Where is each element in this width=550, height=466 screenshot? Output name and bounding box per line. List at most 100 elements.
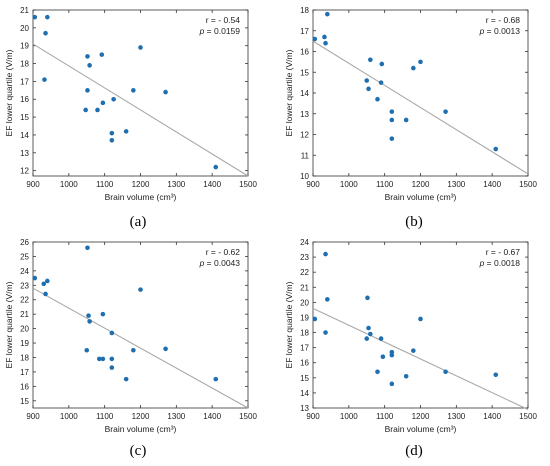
panel-d-x-tick-label: 1100 — [376, 412, 394, 421]
panel-b-x-tick-label: 900 — [306, 180, 320, 189]
panel-b-data-point — [389, 109, 395, 114]
panel-c-x-tick-label: 1300 — [167, 412, 185, 421]
panel-d-data-point — [411, 348, 416, 353]
panel-a-data-point — [100, 100, 106, 106]
panel-c-data-point — [85, 245, 90, 251]
panel-c-data-point — [84, 347, 90, 353]
panel-d-p-annotation: p = 0.0018 — [479, 258, 521, 268]
panel-a-data-point — [87, 63, 92, 68]
panel-d-data-point — [389, 381, 395, 387]
panel-c-data-point — [100, 311, 106, 317]
panel-d-x-tick-label: 1000 — [340, 412, 358, 421]
panel-b-y-tick-label: 17 — [300, 27, 309, 36]
panel-d-data-point — [389, 349, 395, 355]
panel-d-data-point — [403, 374, 409, 379]
panel-a-data-point — [83, 107, 88, 113]
panel-a-y-tick-label: 16 — [20, 95, 29, 104]
panel-b-p-annotation: p = 0.0013 — [479, 26, 521, 36]
panel-c-data-point — [163, 346, 168, 352]
panel-a-x-axis-label: Brain volume (cm³) — [105, 192, 177, 202]
panel-b-x-tick-label: 1400 — [483, 180, 501, 189]
panel-d-y-tick-label: 24 — [300, 238, 309, 247]
panel-d-r-annotation: r = - 0.67 — [486, 247, 521, 257]
panel-d-data-point — [380, 354, 386, 359]
panel-c-x-tick-label: 1400 — [203, 412, 221, 421]
panel-c-data-point — [45, 278, 50, 284]
panel-b-regression-line — [312, 40, 529, 175]
panel-a-p-value: = 0.0159 — [204, 26, 240, 36]
panel-a-data-point — [131, 88, 136, 93]
panel-d-data-point — [378, 336, 384, 341]
panel-d-x-axis-label: Brain volume (cm³) — [385, 424, 457, 434]
panel-a-data-point — [85, 54, 90, 59]
panel-a-p-symbol: p — [199, 26, 205, 36]
panel-a-regression-line — [32, 43, 249, 177]
panel-c-r-annotation: r = - 0.62 — [206, 247, 241, 257]
panel-b-data-point — [366, 86, 371, 92]
panel-a-y-tick-label: 17 — [20, 77, 29, 86]
panel-d-data-point — [368, 331, 373, 337]
panel-c: 900 1000 1100 1200 1300 1400 1500 15 16 17 18 19 20 2… — [4, 238, 257, 434]
panel-c-data-point — [123, 376, 129, 382]
panel-b-y-tick-label: 16 — [300, 48, 309, 57]
panel-b-data-point — [389, 136, 395, 141]
panel-c-y-tick-label: 26 — [20, 238, 29, 247]
panel-c-data-point — [109, 330, 115, 336]
panel-b-data-point — [323, 40, 328, 46]
panel-b-data-point — [322, 34, 327, 40]
panel-c-data-point — [100, 356, 106, 362]
panel-c-data-point — [43, 291, 48, 297]
panel-a-y-tick-label: 21 — [20, 6, 29, 15]
panel-b-data-point — [411, 65, 416, 71]
panel-d-regression-line — [312, 307, 529, 411]
panel-a-x-tick-label: 1100 — [96, 180, 114, 189]
panel-a-x-tick-label: 1000 — [60, 180, 78, 189]
panel-a-data-point — [111, 96, 116, 102]
panel-a-data-point — [42, 77, 47, 82]
panel-d-y-tick-label: 21 — [300, 283, 309, 292]
panel-c-x-tick-label: 1200 — [132, 412, 150, 421]
panel-c-y-tick-label: 22 — [20, 296, 29, 305]
panel-c-y-tick-label: 19 — [20, 339, 29, 348]
panel-d-y-tick-label: 20 — [300, 298, 309, 307]
panel-d-data-point — [365, 295, 370, 301]
panel-b-x-axis-label: Brain volume (cm³) — [385, 192, 457, 202]
panel-d-y-tick-label: 15 — [300, 374, 309, 383]
panel-d-data-point — [366, 325, 371, 331]
panel-c-data-point — [87, 319, 92, 324]
panel-label-a: (a) — [129, 214, 147, 230]
panel-b-x-tick-label: 1500 — [519, 180, 537, 189]
panel-d-data-point — [443, 369, 448, 375]
panel-b-data-point — [443, 109, 448, 114]
panel-b-data-point — [403, 117, 409, 123]
panel-a-x-tick-label: 1200 — [132, 180, 150, 189]
panel-d-y-tick-label: 22 — [300, 268, 309, 277]
panel-d-y-tick-label: 13 — [300, 404, 309, 413]
panel-c-y-tick-label: 18 — [20, 353, 29, 362]
panel-a-y-axis-label: EF lower quartile (V/m) — [4, 49, 14, 136]
panel-d-y-tick-label: 23 — [300, 253, 309, 262]
panel-d-data-point — [325, 297, 330, 302]
panel-a-y-tick-label: 12 — [20, 167, 29, 176]
panel-c-x-tick-label: 1100 — [96, 412, 114, 421]
panel-a-data-point — [138, 45, 143, 50]
panel-b-y-tick-label: 18 — [300, 6, 309, 15]
panel-c-y-tick-label: 25 — [20, 252, 29, 261]
panel-d-y-tick-label: 17 — [300, 344, 309, 353]
panel-c-y-tick-label: 24 — [20, 267, 29, 276]
panel-d-x-tick-label: 1200 — [412, 412, 430, 421]
panel-d-data-point — [364, 336, 370, 341]
panel-a-y-tick-label: 15 — [20, 113, 29, 122]
panel-a-p-annotation: p = 0.0159 — [199, 26, 241, 36]
panel-d-p-symbol: p — [479, 258, 485, 268]
panel-b-x-tick-label: 1200 — [412, 180, 430, 189]
panel-a-data-point — [123, 129, 129, 134]
panel-b-r-annotation: r = - 0.68 — [486, 15, 521, 25]
panel-d-data-point — [493, 372, 499, 378]
panel-label-d: (d) — [405, 443, 423, 459]
panel-a-y-tick-label: 20 — [20, 24, 29, 33]
panel-d-y-tick-label: 19 — [300, 313, 309, 322]
panel-d-y-axis-label: EF lower quartile (V/m) — [284, 281, 294, 368]
panel-label-b: (b) — [405, 214, 423, 230]
